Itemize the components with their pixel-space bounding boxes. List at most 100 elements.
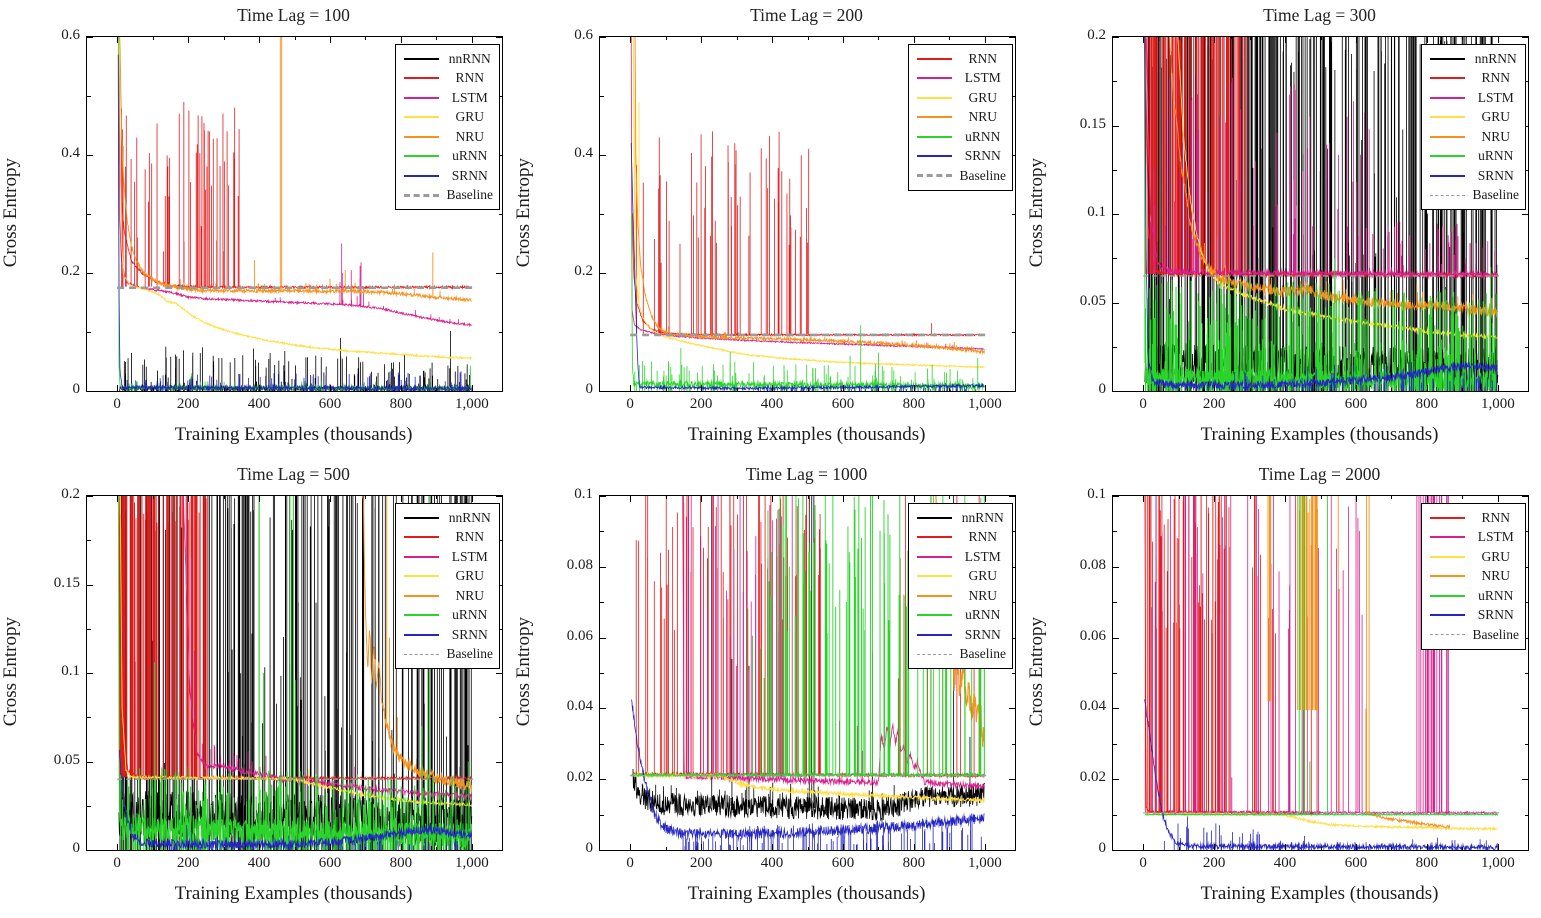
x-tick-label: 1,000 — [967, 396, 1002, 412]
x-tick-mark — [701, 385, 703, 391]
legend-item: RNN — [1429, 69, 1520, 89]
x-tick-label: 200 — [1202, 855, 1226, 871]
y-minor-tick — [1113, 81, 1117, 83]
x-tick-mark — [1355, 37, 1357, 43]
x-minor-tick — [1391, 388, 1393, 391]
legend-line-sample — [1429, 575, 1465, 578]
x-tick-mark — [701, 37, 703, 43]
x-minor-tick — [1178, 388, 1180, 391]
y-tick-mark — [1009, 37, 1015, 38]
x-tick-label: 1,000 — [454, 396, 489, 412]
x-tick-label: 1,000 — [967, 855, 1002, 871]
y-minor-tick — [1524, 81, 1528, 83]
legend-label: Baseline — [446, 646, 494, 662]
y-minor-tick — [1011, 673, 1015, 674]
legend: nnRNN RNN LSTM GRU NRU uRNN SRNN Baseline — [1420, 44, 1526, 210]
plot-title: Time Lag = 2000 — [1258, 464, 1381, 484]
legend: nnRNN RNN LSTM GRU NRU uRNN SRNN Baseline — [394, 44, 500, 210]
x-tick-label: 400 — [760, 396, 784, 412]
legend-line-sample — [916, 614, 952, 617]
x-minor-tick — [807, 37, 809, 40]
legend-line-sample — [916, 653, 952, 655]
x-tick-mark — [329, 37, 331, 43]
x-tick-mark — [842, 37, 844, 43]
y-tick-label: 0.08 — [1079, 556, 1106, 573]
y-minor-tick — [498, 332, 502, 333]
y-tick-mark — [1522, 708, 1528, 710]
y-tick-mark — [496, 496, 502, 497]
legend-line-sample — [403, 116, 439, 119]
plot-title: Time Lag = 100 — [237, 5, 350, 25]
plot-area: 0 200 400 600 800 1,000 0 0.2 0.4 0.6 RNN LSTM GRU NR… — [574, 27, 1016, 412]
x-tick-mark — [117, 496, 119, 502]
y-minor-tick — [600, 214, 604, 215]
x-tick-mark — [842, 496, 844, 502]
x-tick-mark — [117, 385, 119, 391]
legend-item: SRNN — [1429, 606, 1520, 626]
x-tick-label: 200 — [176, 396, 200, 412]
y-tick-mark — [600, 391, 606, 392]
x-tick-mark — [913, 385, 915, 391]
legend-label: uRNN — [452, 148, 488, 164]
x-tick-mark — [842, 844, 844, 850]
x-tick-mark — [259, 37, 261, 43]
x-tick-mark — [400, 37, 402, 43]
legend-item: Baseline — [403, 645, 494, 665]
x-minor-tick — [665, 847, 667, 850]
x-tick-mark — [984, 496, 986, 502]
legend-label: RNN — [1481, 509, 1510, 525]
legend-line-sample — [403, 555, 439, 558]
legend-item: Baseline — [403, 186, 493, 206]
legend-label: GRU — [968, 568, 997, 584]
y-minor-tick — [498, 96, 502, 97]
y-minor-tick — [1524, 531, 1528, 533]
legend-line-sample — [1429, 116, 1465, 119]
legend-item: RNN — [403, 69, 494, 89]
y-tick-label: 0.6 — [61, 27, 80, 43]
legend-line-sample — [916, 516, 952, 519]
x-tick-label: 800 — [389, 396, 413, 412]
y-tick-mark — [600, 566, 606, 568]
x-tick-mark — [984, 37, 986, 43]
y-minor-tick — [600, 814, 604, 816]
legend-item: GRU — [1429, 547, 1520, 567]
y-minor-tick — [87, 332, 91, 333]
legend-item: LSTM — [1429, 528, 1520, 548]
legend-line-sample — [403, 135, 439, 138]
x-minor-tick — [949, 388, 951, 391]
legend-label: SRNN — [964, 626, 1001, 642]
x-minor-tick — [1320, 388, 1322, 391]
x-tick-mark — [1426, 844, 1428, 850]
x-minor-tick — [365, 37, 367, 40]
y-tick-mark — [1522, 496, 1528, 497]
x-minor-tick — [1462, 847, 1464, 850]
legend-line-sample — [403, 77, 439, 80]
x-minor-tick — [665, 37, 667, 40]
legend-item: SRNN — [916, 625, 1007, 645]
x-minor-tick — [949, 847, 951, 850]
x-minor-tick — [949, 496, 951, 499]
legend-item: nnRNN — [403, 508, 494, 528]
x-tick-label: 600 — [831, 855, 855, 871]
y-minor-tick — [1524, 673, 1528, 674]
y-minor-tick — [498, 805, 502, 807]
x-tick-mark — [471, 496, 473, 502]
x-minor-tick — [1320, 847, 1322, 850]
legend-line-sample — [403, 614, 439, 617]
legend-line-sample — [1429, 57, 1465, 60]
legend-item: SRNN — [1429, 166, 1520, 186]
x-tick-mark — [329, 496, 331, 502]
x-tick-mark — [400, 496, 402, 502]
legend-label: LSTM — [964, 70, 1001, 86]
x-tick-mark — [1143, 844, 1145, 850]
legend-label: nnRNN — [448, 50, 491, 66]
y-tick-label: 0 — [72, 840, 81, 856]
x-tick-label: 0 — [113, 396, 121, 412]
x-tick-mark — [471, 385, 473, 391]
x-minor-tick — [223, 388, 225, 391]
legend-label: LSTM — [964, 548, 1001, 564]
legend-line-sample — [403, 575, 439, 578]
legend-line-sample — [916, 57, 952, 60]
x-axis-label: Training Examples (thousands) — [174, 883, 413, 904]
